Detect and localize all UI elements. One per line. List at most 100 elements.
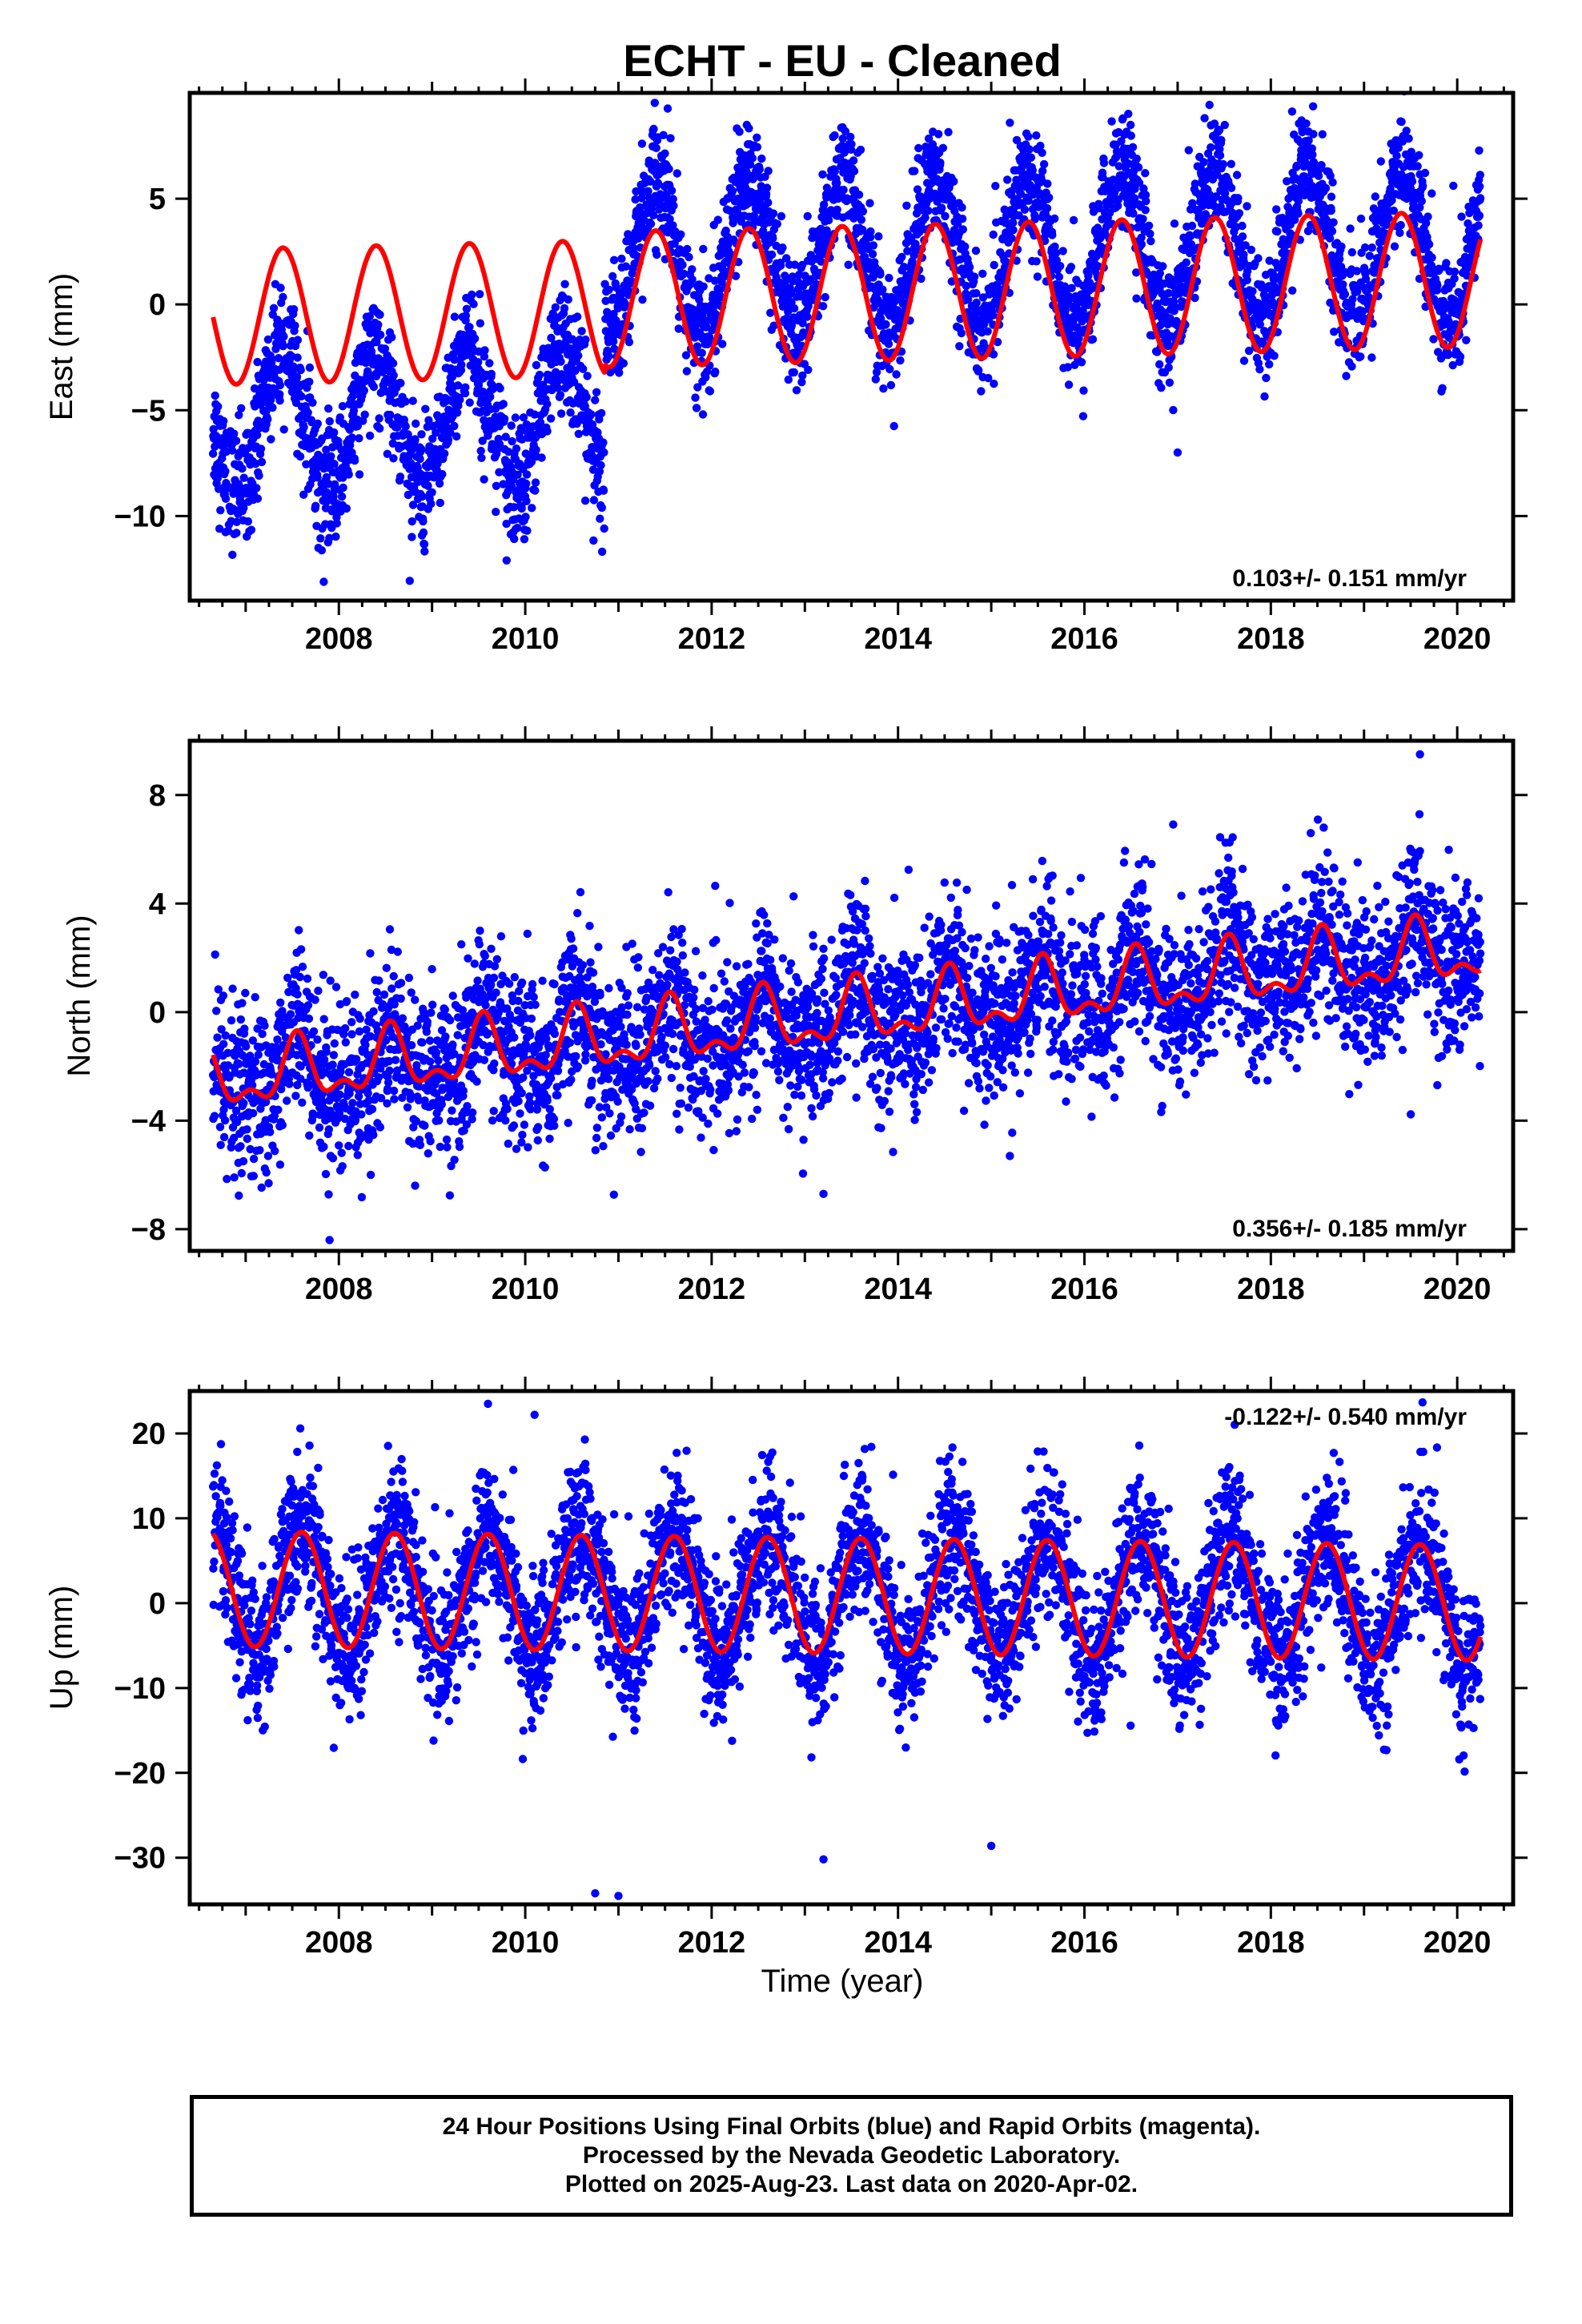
north-data-point <box>274 1105 283 1115</box>
north-data-point <box>308 1112 318 1120</box>
east-data-point <box>360 410 369 419</box>
east-data-point <box>745 124 753 133</box>
east-data-point <box>243 517 252 526</box>
east-data-point <box>1424 239 1434 249</box>
north-data-point <box>329 1051 339 1059</box>
east-data-point <box>1227 159 1236 168</box>
east-data-point <box>450 421 459 431</box>
east-data-point <box>1058 247 1067 255</box>
north-data-point <box>241 988 250 998</box>
east-data-point <box>1155 360 1164 369</box>
east-data-point <box>335 413 344 422</box>
east-data-point <box>971 246 981 255</box>
north-data-point <box>248 1108 258 1118</box>
east-data-point <box>1006 119 1014 127</box>
north-data-point <box>291 1092 300 1100</box>
east-data-point <box>355 434 363 443</box>
east-data-point <box>209 424 218 434</box>
east-data-point <box>685 252 693 262</box>
east-x-tick-label: 2008 <box>305 622 373 656</box>
east-data-point <box>683 244 692 254</box>
east-data-point <box>938 203 946 212</box>
east-data-point <box>1356 352 1365 361</box>
east-data-point <box>1239 356 1249 365</box>
east-data-point <box>1247 245 1256 255</box>
east-data-point <box>1169 405 1178 415</box>
north-data-point <box>242 1042 251 1051</box>
east-data-point <box>1475 211 1484 220</box>
east-data-point <box>322 472 331 482</box>
east-data-point <box>693 383 702 392</box>
east-data-point <box>764 198 773 207</box>
north-data-point <box>304 1014 314 1023</box>
east-data-point <box>1238 221 1247 231</box>
east-data-point <box>485 359 494 368</box>
north-data-point <box>264 1179 273 1188</box>
east-data-point <box>1126 131 1136 140</box>
east-data-point <box>1050 214 1059 223</box>
east-data-point <box>1294 209 1303 218</box>
east-data-point <box>615 368 624 377</box>
east-data-point <box>275 396 284 405</box>
east-data-point <box>228 550 237 559</box>
east-data-point <box>420 547 429 556</box>
east-data-point <box>652 250 661 259</box>
east-data-point <box>456 396 464 404</box>
north-data-point <box>228 984 237 993</box>
east-data-point <box>753 133 761 142</box>
east-y-tick-label: 0 <box>149 288 166 322</box>
north-data-point <box>220 1116 230 1125</box>
east-data-point <box>253 431 262 440</box>
east-data-point <box>1042 203 1052 213</box>
east-data-point <box>1138 215 1147 223</box>
east-data-point <box>990 380 998 388</box>
east-data-point <box>934 130 943 139</box>
north-data-point <box>295 926 303 935</box>
north-data-point <box>383 1078 393 1087</box>
east-data-point <box>531 486 540 495</box>
east-data-point <box>1207 143 1215 152</box>
north-data-point <box>263 1152 273 1160</box>
east-data-point <box>1107 117 1116 126</box>
east-data-point <box>673 169 681 178</box>
north-data-point <box>210 1112 219 1120</box>
east-data-point <box>365 312 374 321</box>
east-data-point <box>509 503 519 512</box>
north-data-point <box>243 1125 251 1134</box>
east-data-point <box>299 490 308 499</box>
east-data-point <box>1187 221 1197 231</box>
east-data-point <box>1442 259 1451 267</box>
east-data-point <box>1476 194 1485 203</box>
east-data-point <box>989 350 998 359</box>
east-data-point <box>884 340 893 348</box>
east-data-point <box>985 290 994 299</box>
east-data-point <box>522 470 532 479</box>
east-y-axis-label: East (mm) <box>44 273 79 420</box>
north-data-point <box>216 1140 225 1150</box>
north-data-point <box>379 990 389 999</box>
east-data-point <box>227 446 237 455</box>
east-data-point <box>1003 175 1012 184</box>
east-data-point <box>510 534 519 544</box>
east-data-point <box>1417 196 1427 206</box>
east-data-point <box>1124 110 1133 119</box>
east-data-point <box>646 219 656 228</box>
east-data-point <box>636 203 644 212</box>
east-data-point <box>1254 254 1263 263</box>
east-data-point <box>818 302 828 311</box>
east-data-point <box>1457 212 1466 221</box>
east-data-point <box>295 452 305 461</box>
north-data-point <box>266 1128 275 1136</box>
east-data-point <box>710 276 720 285</box>
east-data-point <box>597 547 607 557</box>
east-data-point <box>713 215 722 224</box>
east-data-point <box>804 365 813 374</box>
east-data-point <box>677 230 685 239</box>
east-data-point <box>1132 294 1141 303</box>
east-data-point <box>1064 380 1074 389</box>
east-data-point <box>470 334 480 343</box>
east-data-point <box>724 240 733 249</box>
east-data-point <box>1327 227 1337 235</box>
east-data-point <box>769 321 778 330</box>
east-data-point <box>1007 234 1016 243</box>
